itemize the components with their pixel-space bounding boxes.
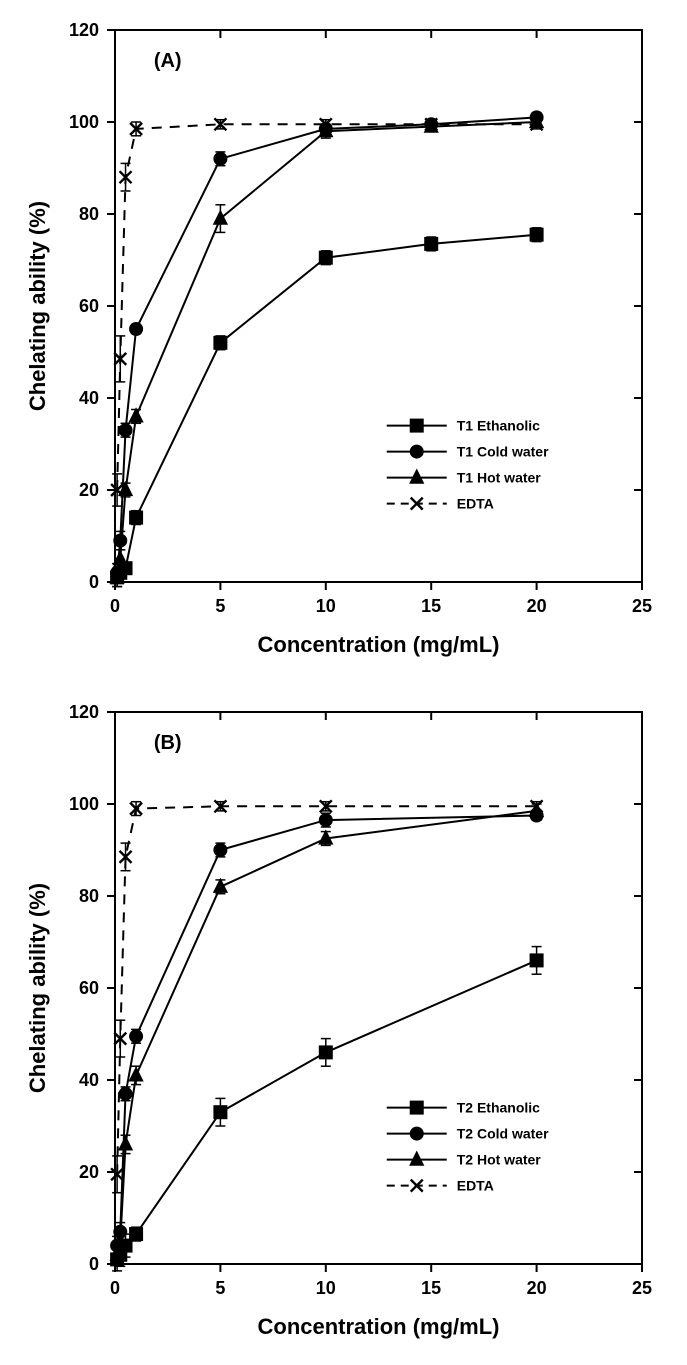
svg-text:0: 0 bbox=[110, 596, 120, 616]
svg-text:T2 Ethanolic: T2 Ethanolic bbox=[457, 1100, 540, 1116]
svg-text:60: 60 bbox=[79, 978, 99, 998]
svg-text:EDTA: EDTA bbox=[457, 1178, 494, 1194]
svg-text:0: 0 bbox=[89, 572, 99, 592]
svg-text:20: 20 bbox=[79, 1162, 99, 1182]
svg-text:0: 0 bbox=[89, 1254, 99, 1274]
svg-text:100: 100 bbox=[69, 794, 99, 814]
svg-text:80: 80 bbox=[79, 204, 99, 224]
svg-text:T2 Cold water: T2 Cold water bbox=[457, 1126, 549, 1142]
svg-text:5: 5 bbox=[215, 596, 225, 616]
svg-text:Concentration (mg/mL): Concentration (mg/mL) bbox=[258, 1314, 500, 1339]
svg-text:EDTA: EDTA bbox=[457, 496, 494, 512]
svg-text:40: 40 bbox=[79, 388, 99, 408]
chart-panel-a: 0 5 10 15 20 25 0 20 40 60 80 100 120 Concentration (… bbox=[0, 0, 687, 682]
svg-text:25: 25 bbox=[632, 596, 652, 616]
svg-text:(A): (A) bbox=[154, 50, 182, 72]
svg-text:10: 10 bbox=[316, 596, 336, 616]
svg-text:10: 10 bbox=[316, 1278, 336, 1298]
svg-text:40: 40 bbox=[79, 1070, 99, 1090]
svg-text:(B): (B) bbox=[154, 732, 182, 754]
svg-text:Concentration (mg/mL): Concentration (mg/mL) bbox=[258, 632, 500, 657]
svg-text:Chelating ability (%): Chelating ability (%) bbox=[25, 883, 50, 1093]
svg-text:80: 80 bbox=[79, 886, 99, 906]
svg-text:120: 120 bbox=[69, 702, 99, 722]
svg-text:20: 20 bbox=[79, 480, 99, 500]
svg-text:20: 20 bbox=[527, 1278, 547, 1298]
svg-text:Chelating ability (%): Chelating ability (%) bbox=[25, 201, 50, 411]
svg-text:T1 Hot water: T1 Hot water bbox=[457, 470, 542, 486]
svg-text:5: 5 bbox=[215, 1278, 225, 1298]
svg-text:T1 Ethanolic: T1 Ethanolic bbox=[457, 418, 540, 434]
svg-text:T2 Hot water: T2 Hot water bbox=[457, 1152, 542, 1168]
svg-text:25: 25 bbox=[632, 1278, 652, 1298]
svg-text:60: 60 bbox=[79, 296, 99, 316]
svg-text:T1 Cold water: T1 Cold water bbox=[457, 444, 549, 460]
chart-panel-b: 0 5 10 15 20 25 0 20 40 60 80 100 120 Concentration (… bbox=[0, 682, 687, 1364]
svg-text:20: 20 bbox=[527, 596, 547, 616]
svg-text:0: 0 bbox=[110, 1278, 120, 1298]
svg-text:15: 15 bbox=[421, 596, 441, 616]
page: 0510152025020406080100120Concentration (… bbox=[0, 0, 687, 1364]
svg-text:15: 15 bbox=[421, 1278, 441, 1298]
svg-text:120: 120 bbox=[69, 20, 99, 40]
svg-text:100: 100 bbox=[69, 112, 99, 132]
